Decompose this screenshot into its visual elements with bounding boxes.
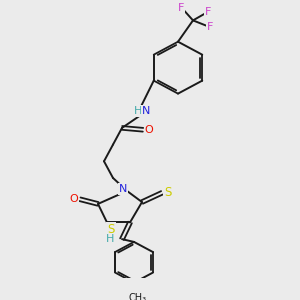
Text: F: F	[178, 3, 184, 13]
Text: N: N	[142, 106, 150, 116]
Text: O: O	[145, 125, 153, 135]
Text: H: H	[134, 106, 142, 116]
Text: F: F	[205, 7, 211, 17]
Text: O: O	[70, 194, 78, 204]
Text: CH₃: CH₃	[129, 293, 147, 300]
Text: S: S	[107, 224, 115, 236]
Text: S: S	[164, 186, 172, 199]
Text: F: F	[207, 22, 213, 32]
Text: N: N	[119, 184, 127, 194]
Text: H: H	[106, 234, 114, 244]
